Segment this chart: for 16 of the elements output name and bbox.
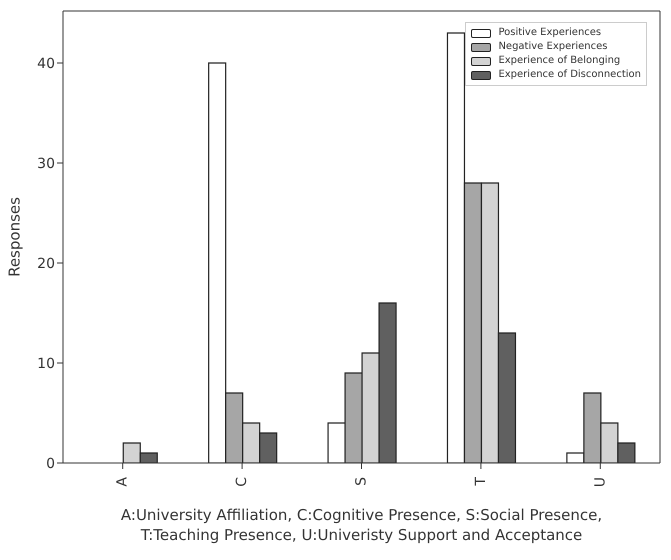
x-tick-label: C [234, 476, 250, 487]
legend-label: Positive Experiences [498, 26, 602, 40]
y-tick-label: 40 [37, 56, 55, 72]
legend-label: Experience of Disconnection [498, 68, 641, 82]
x-tick-label: U [592, 477, 608, 488]
y-tick-label: 30 [37, 156, 55, 172]
y-tick-label: 20 [37, 256, 55, 272]
x-axis-title: A:University Affiliation, C:Cognitive Presence, S:Social Presence, T:Teaching Presence, U:Univeristy Support and Acceptance [120, 506, 602, 544]
y-tick-label: 10 [37, 356, 55, 372]
legend-label: Negative Experiences [498, 40, 608, 54]
x-tick-label: S [354, 476, 370, 486]
legend-label: Experience of Belonging [498, 54, 620, 68]
y-tick-label: 0 [46, 456, 55, 472]
y-axis-title: Responses [5, 196, 24, 277]
x-tick-label: T [472, 476, 489, 487]
x-tick-label: A [114, 476, 131, 487]
